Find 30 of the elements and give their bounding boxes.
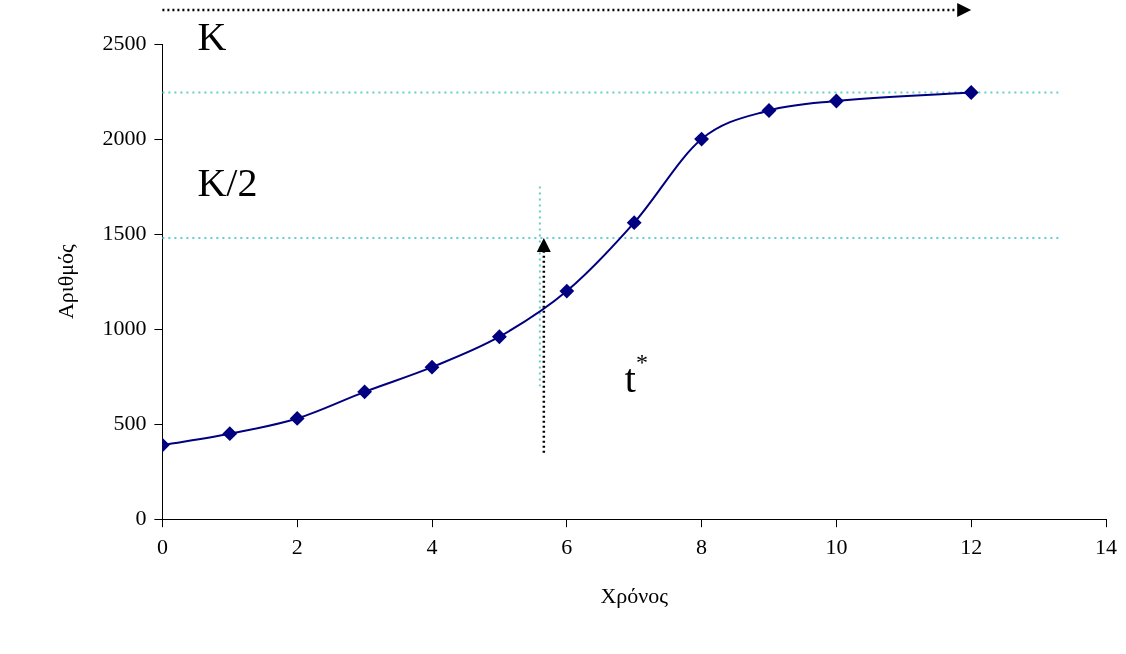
y-tick-label: 2500 bbox=[102, 29, 147, 55]
x-tick-label: 0 bbox=[156, 534, 168, 560]
point bbox=[425, 360, 439, 375]
x-tick-label: 10 bbox=[825, 534, 848, 560]
ref-line-label: K/2 bbox=[197, 159, 258, 205]
x-tick-label: 2 bbox=[291, 534, 303, 560]
point bbox=[964, 85, 979, 100]
point bbox=[762, 103, 776, 118]
annotation: t* bbox=[624, 348, 648, 401]
point bbox=[559, 284, 574, 299]
point bbox=[492, 329, 507, 344]
y-tick-label: 1000 bbox=[102, 314, 147, 340]
point bbox=[627, 215, 642, 230]
x-axis-title: Χρόνος bbox=[600, 582, 669, 608]
y-tick-label: 1500 bbox=[102, 219, 147, 245]
y-tick-label: 0 bbox=[135, 504, 147, 530]
y-tick-label: 500 bbox=[113, 409, 147, 435]
x-tick-label: 8 bbox=[696, 534, 708, 560]
point bbox=[290, 411, 305, 426]
y-axis-title: Αριθμός bbox=[52, 243, 78, 320]
point bbox=[222, 426, 237, 441]
x-tick-label: 6 bbox=[561, 534, 573, 560]
point bbox=[694, 132, 709, 147]
point bbox=[357, 384, 372, 399]
x-tick-label: 4 bbox=[426, 534, 438, 560]
x-tick-label: 12 bbox=[960, 534, 983, 560]
x-tick-label: 14 bbox=[1095, 534, 1117, 560]
point bbox=[829, 94, 844, 109]
y-tick-label: 2000 bbox=[102, 124, 147, 150]
ref-line-label: K bbox=[197, 14, 227, 60]
